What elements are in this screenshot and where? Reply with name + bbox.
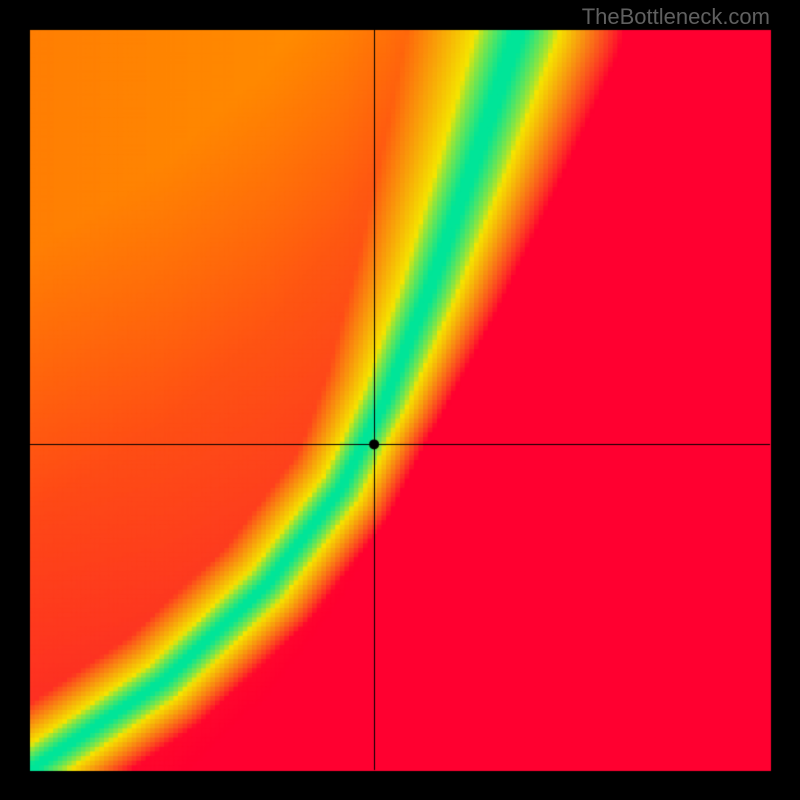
bottleneck-heatmap [0, 0, 800, 800]
watermark-text: TheBottleneck.com [582, 4, 770, 30]
